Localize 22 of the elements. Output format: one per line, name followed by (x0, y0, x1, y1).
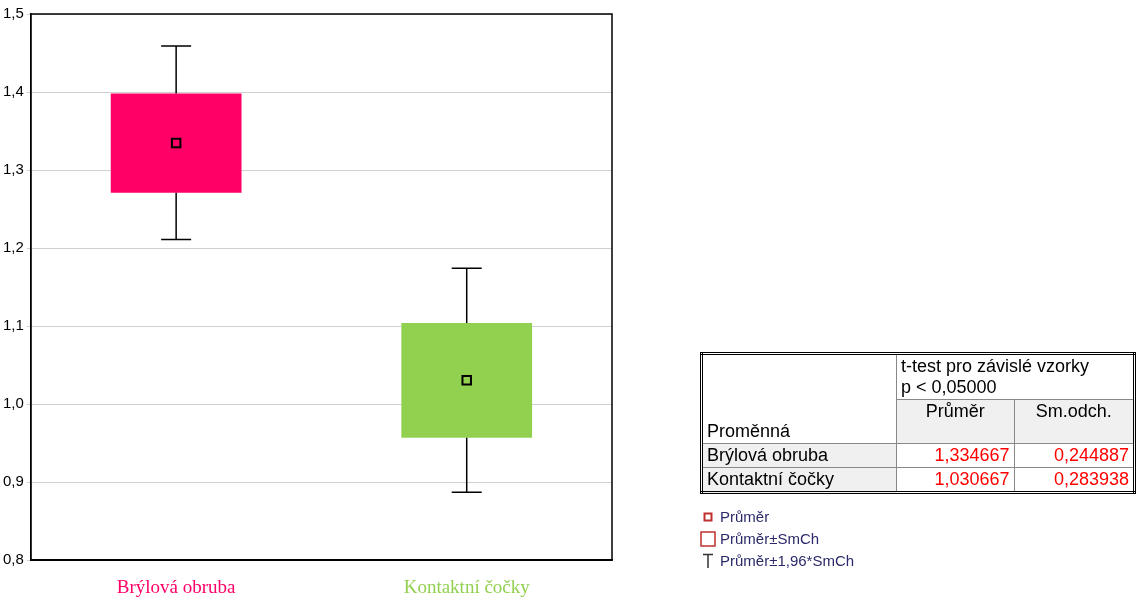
text: t-test pro závislé vzorky (901, 356, 1090, 376)
text: 1,334667 (896, 443, 1015, 468)
text: p < 0,05000 (901, 377, 997, 397)
text: Brýlová obruba (701, 443, 897, 468)
text: 0,283938 (1014, 467, 1135, 493)
y-tick-label: 0,9 (2, 472, 24, 490)
text: 1,030667 (896, 467, 1015, 493)
y-tick-label: 1,1 (2, 316, 24, 334)
text: Sm.odch. (1014, 399, 1135, 444)
y-tick-label: 1,3 (2, 160, 24, 178)
y-tick-label: 1,0 (2, 394, 24, 412)
text: Průměr (720, 507, 770, 527)
y-tick-label: 1,5 (2, 4, 24, 22)
text: Kontaktní čočky (701, 467, 897, 493)
text: Proměnná (701, 353, 897, 444)
text: 0,244887 (1014, 443, 1135, 468)
y-tick-label: 0,8 (2, 550, 24, 568)
y-tick-label: 1,2 (2, 238, 24, 256)
y-tick-label: 1,4 (2, 82, 24, 100)
text: Průměr (896, 399, 1015, 444)
text: Průměr±1,96*SmCh (720, 551, 855, 571)
text: Průměr±SmCh (720, 529, 820, 549)
